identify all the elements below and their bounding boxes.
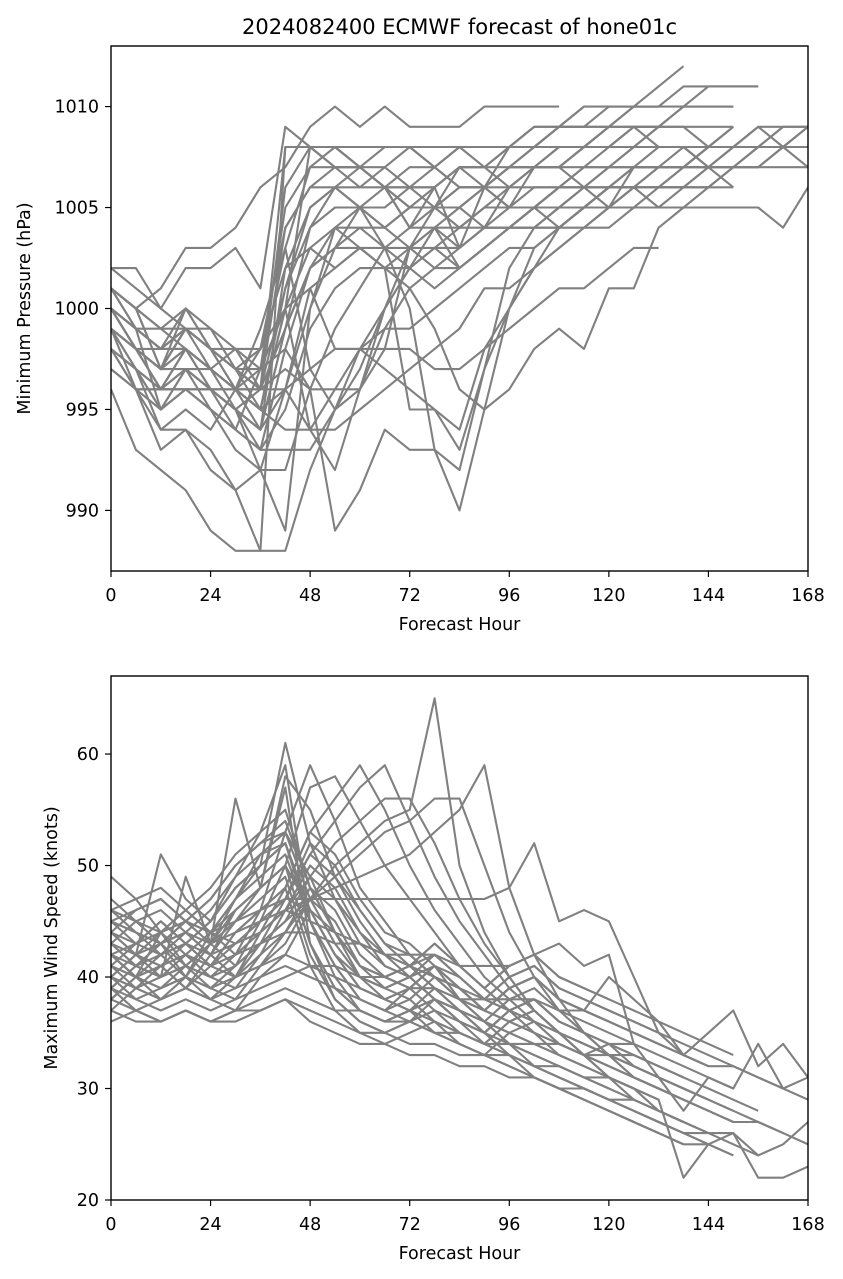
chart-panel-2: 0 24 48 72 96 120 144 168 20 30 40 50 60 Forecast Hou… (42, 675, 825, 1264)
x-tick-label: 72 (399, 586, 421, 606)
y-axis-label: Maximum Wind Speed (knots) (42, 806, 62, 1069)
chart-panel-1: 0 24 48 72 96 120 144 168 990 995 1000 1005 1010 Fore… (15, 15, 825, 635)
x-tick-label: 0 (105, 586, 116, 606)
y-tick-label: 20 (77, 1191, 99, 1211)
x-tick-label: 0 (105, 1215, 116, 1235)
x-tick-label: 168 (791, 586, 824, 606)
y-tick-label: 30 (77, 1080, 99, 1100)
series-line-3 (111, 764, 610, 1090)
series-line-33 (111, 125, 610, 391)
series-line-16 (111, 125, 659, 472)
x-tick-label: 96 (498, 586, 520, 606)
series-line-13 (111, 146, 710, 532)
x-tick-label: 144 (692, 1215, 725, 1235)
series-line-33 (111, 831, 610, 1001)
series-group (111, 65, 808, 552)
y-tick-label: 60 (77, 745, 99, 765)
series-line-15 (111, 998, 808, 1179)
series-line-29 (111, 186, 808, 411)
y-tick-label: 995 (66, 400, 99, 420)
series-line-18 (111, 105, 734, 451)
series-line-16 (111, 998, 808, 1157)
y-tick-label: 990 (66, 501, 99, 521)
series-line-34 (111, 125, 734, 431)
y-axis-label: Minimum Pressure (hPa) (15, 202, 35, 414)
x-tick-label: 24 (199, 586, 221, 606)
x-tick-label: 72 (399, 1215, 421, 1235)
plot-frame (110, 45, 809, 572)
x-tick-label: 48 (299, 1215, 321, 1235)
series-line-32 (111, 105, 734, 411)
series-group (111, 697, 808, 1179)
x-tick-label: 48 (299, 586, 321, 606)
series-line-8 (111, 125, 808, 472)
y-tick-label: 1005 (54, 199, 99, 219)
series-line-40 (111, 853, 709, 1112)
series-line-28 (111, 166, 659, 431)
y-tick-label: 1000 (54, 300, 99, 320)
y-tick-label: 1010 (54, 98, 99, 118)
series-line-2 (111, 105, 560, 310)
series-line-37 (111, 886, 684, 1123)
x-tick-label: 120 (592, 586, 625, 606)
x-tick-label: 144 (692, 586, 725, 606)
y-tick-label: 40 (77, 968, 99, 988)
series-line-38 (111, 831, 660, 1079)
plot-frame (110, 675, 809, 1201)
x-tick-label: 168 (791, 1215, 824, 1235)
x-axis-label: Forecast Hour (399, 1244, 522, 1264)
x-tick-label: 96 (498, 1215, 520, 1235)
x-tick-label: 24 (199, 1215, 221, 1235)
series-line-31 (111, 797, 709, 1068)
series-line-39 (111, 909, 684, 1146)
series-line-9 (111, 166, 808, 451)
series-line-32 (111, 764, 684, 1079)
chart-title: 2024082400 ECMWF forecast of hone01c (242, 15, 677, 39)
series-line-42 (111, 897, 734, 1157)
series-line-27 (111, 105, 659, 371)
series-line-41 (111, 875, 610, 1079)
x-tick-label: 120 (592, 1215, 625, 1235)
x-axis-label: Forecast Hour (399, 615, 522, 635)
y-tick-label: 50 (77, 857, 99, 877)
